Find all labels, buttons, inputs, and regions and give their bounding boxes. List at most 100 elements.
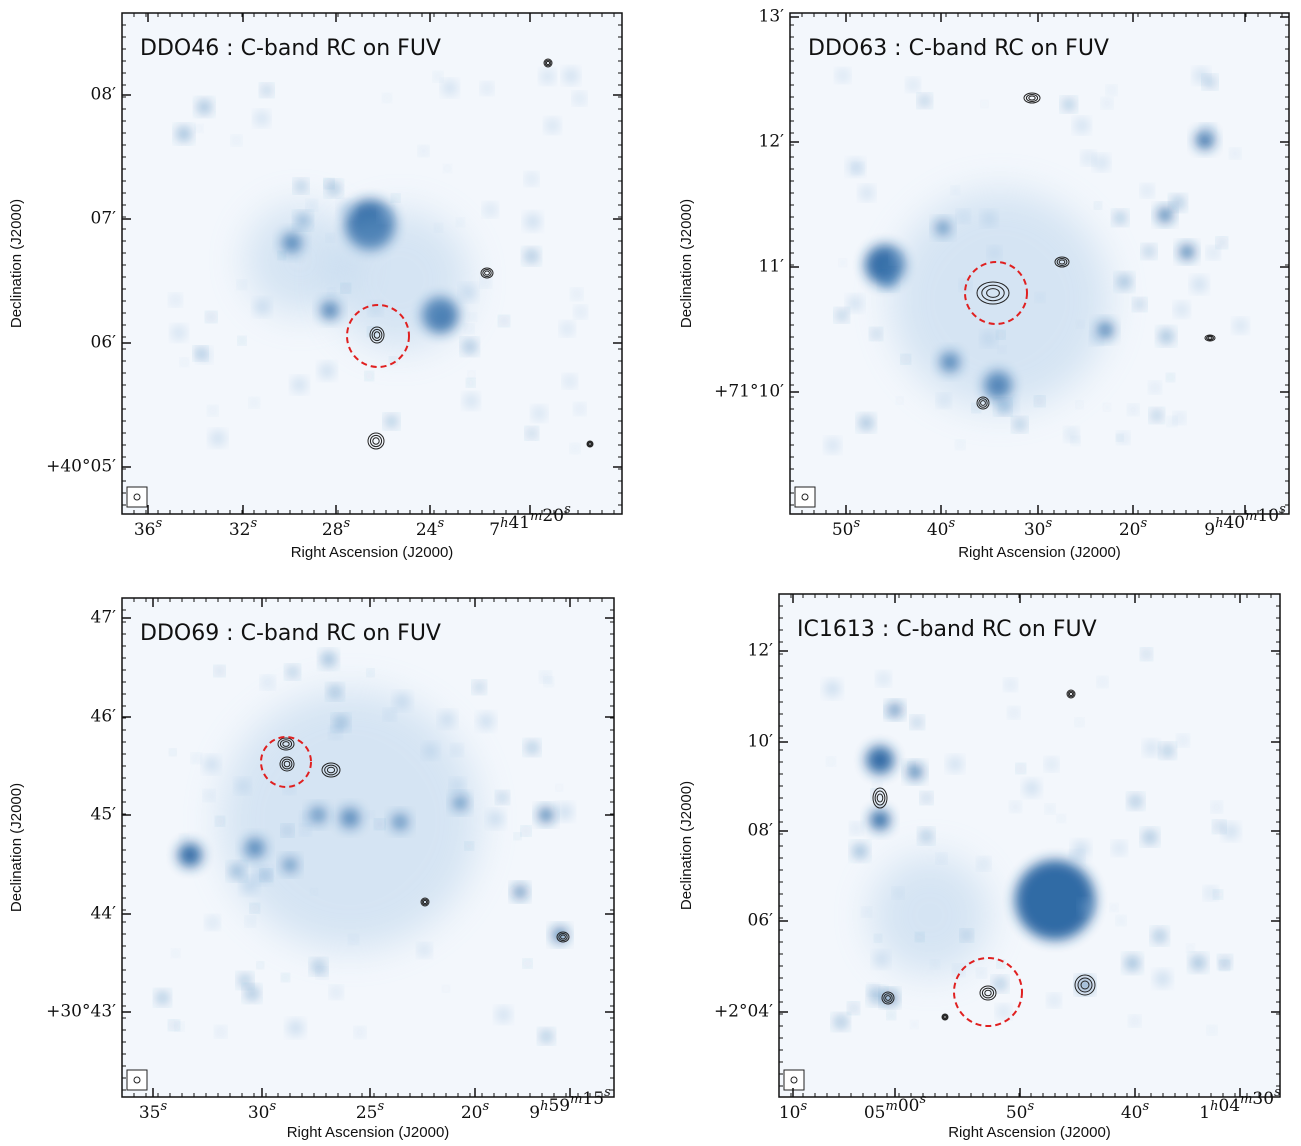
speck bbox=[381, 210, 391, 220]
y-tick-label: 06′ bbox=[748, 911, 774, 931]
y-tick-label: 08′ bbox=[748, 821, 774, 841]
speck bbox=[435, 74, 441, 80]
speck bbox=[216, 668, 222, 674]
speck bbox=[357, 1029, 364, 1036]
y-tick-label: +40°05′ bbox=[46, 457, 116, 477]
speck bbox=[1216, 823, 1223, 830]
fuv-image bbox=[779, 594, 1280, 1097]
speck bbox=[243, 851, 250, 858]
speck bbox=[984, 214, 994, 224]
speck bbox=[1225, 826, 1236, 837]
speck bbox=[850, 161, 861, 172]
speck bbox=[244, 880, 256, 892]
speck bbox=[559, 806, 571, 818]
emission bbox=[220, 690, 480, 950]
speck bbox=[206, 792, 213, 799]
speck bbox=[1131, 1018, 1138, 1025]
speck bbox=[1130, 406, 1137, 413]
speck bbox=[462, 795, 467, 800]
speck bbox=[913, 718, 921, 726]
speck bbox=[1154, 931, 1165, 942]
speck bbox=[1096, 158, 1106, 168]
speck bbox=[836, 1017, 846, 1027]
emission bbox=[1158, 208, 1172, 222]
y-axis-label: Declination (J2000) bbox=[8, 199, 25, 328]
emission bbox=[330, 210, 470, 350]
figure: 08′07′06′+40°05′36s32s28s24s7h41m20sDDO4… bbox=[0, 0, 1301, 1146]
speck bbox=[1151, 384, 1158, 391]
speck bbox=[1108, 87, 1114, 93]
speck bbox=[442, 714, 453, 725]
speck bbox=[1209, 1027, 1215, 1033]
speck bbox=[196, 349, 204, 357]
speck bbox=[326, 181, 332, 187]
x-tick-label: 35s bbox=[139, 1099, 168, 1123]
speck bbox=[1099, 679, 1105, 685]
speck bbox=[1161, 331, 1172, 342]
speck bbox=[895, 890, 902, 897]
speck bbox=[341, 204, 352, 215]
speck bbox=[193, 755, 199, 761]
speck bbox=[923, 794, 930, 801]
speck bbox=[984, 334, 994, 344]
speck bbox=[247, 919, 253, 925]
speck bbox=[247, 988, 258, 999]
emission bbox=[1015, 860, 1095, 940]
speck bbox=[1143, 187, 1151, 195]
speck bbox=[212, 433, 223, 444]
speck bbox=[330, 687, 340, 697]
speck bbox=[1204, 127, 1213, 136]
speck bbox=[1092, 334, 1100, 342]
speck bbox=[1096, 203, 1100, 207]
speck bbox=[466, 396, 476, 406]
speck bbox=[1000, 347, 1005, 352]
speck bbox=[909, 763, 913, 767]
y-tick-label: +71°10′ bbox=[714, 382, 784, 402]
speck bbox=[854, 845, 866, 857]
speck bbox=[1168, 375, 1173, 380]
speck bbox=[840, 261, 844, 265]
speck bbox=[1176, 414, 1183, 421]
speck bbox=[958, 442, 964, 448]
speck bbox=[883, 275, 895, 287]
speck bbox=[312, 890, 316, 894]
speck bbox=[1236, 321, 1246, 331]
speck bbox=[288, 668, 297, 677]
x-tick-label: 36s bbox=[134, 516, 163, 540]
speck bbox=[917, 934, 922, 939]
speck bbox=[1111, 905, 1116, 910]
speck bbox=[420, 946, 429, 955]
speck bbox=[527, 175, 535, 183]
speck bbox=[1050, 996, 1058, 1004]
panel: 08′07′06′+40°05′36s32s28s24s7h41m20sDDO4… bbox=[8, 13, 622, 561]
speck bbox=[368, 670, 372, 674]
speck bbox=[464, 341, 475, 352]
speck bbox=[871, 990, 883, 1002]
speck bbox=[850, 298, 861, 309]
beam-box bbox=[795, 487, 815, 507]
speck bbox=[252, 906, 257, 911]
speck bbox=[932, 962, 937, 967]
speck bbox=[1015, 420, 1024, 429]
speck bbox=[1115, 213, 1124, 222]
speck bbox=[980, 860, 988, 868]
speck bbox=[876, 954, 887, 965]
speck bbox=[350, 937, 356, 943]
speck bbox=[233, 137, 239, 143]
speck bbox=[239, 282, 244, 287]
speck bbox=[332, 988, 340, 996]
panel: 47′46′45′44′+30°43′35s30s25s20s9h59m15sD… bbox=[8, 598, 614, 1141]
speck bbox=[329, 290, 334, 295]
speck bbox=[864, 909, 870, 915]
y-tick-label: 12′ bbox=[748, 641, 774, 661]
speck bbox=[501, 318, 507, 324]
speck bbox=[256, 302, 267, 313]
panel-title: DDO46 : C-band RC on FUV bbox=[140, 36, 441, 61]
speck bbox=[982, 102, 986, 106]
speck bbox=[876, 936, 880, 940]
x-axis-label: Right Ascension (J2000) bbox=[291, 544, 454, 561]
speck bbox=[850, 1005, 857, 1012]
panel-title: DDO63 : C-band RC on FUV bbox=[808, 36, 1109, 61]
speck bbox=[1232, 150, 1238, 156]
speck bbox=[1047, 806, 1053, 812]
